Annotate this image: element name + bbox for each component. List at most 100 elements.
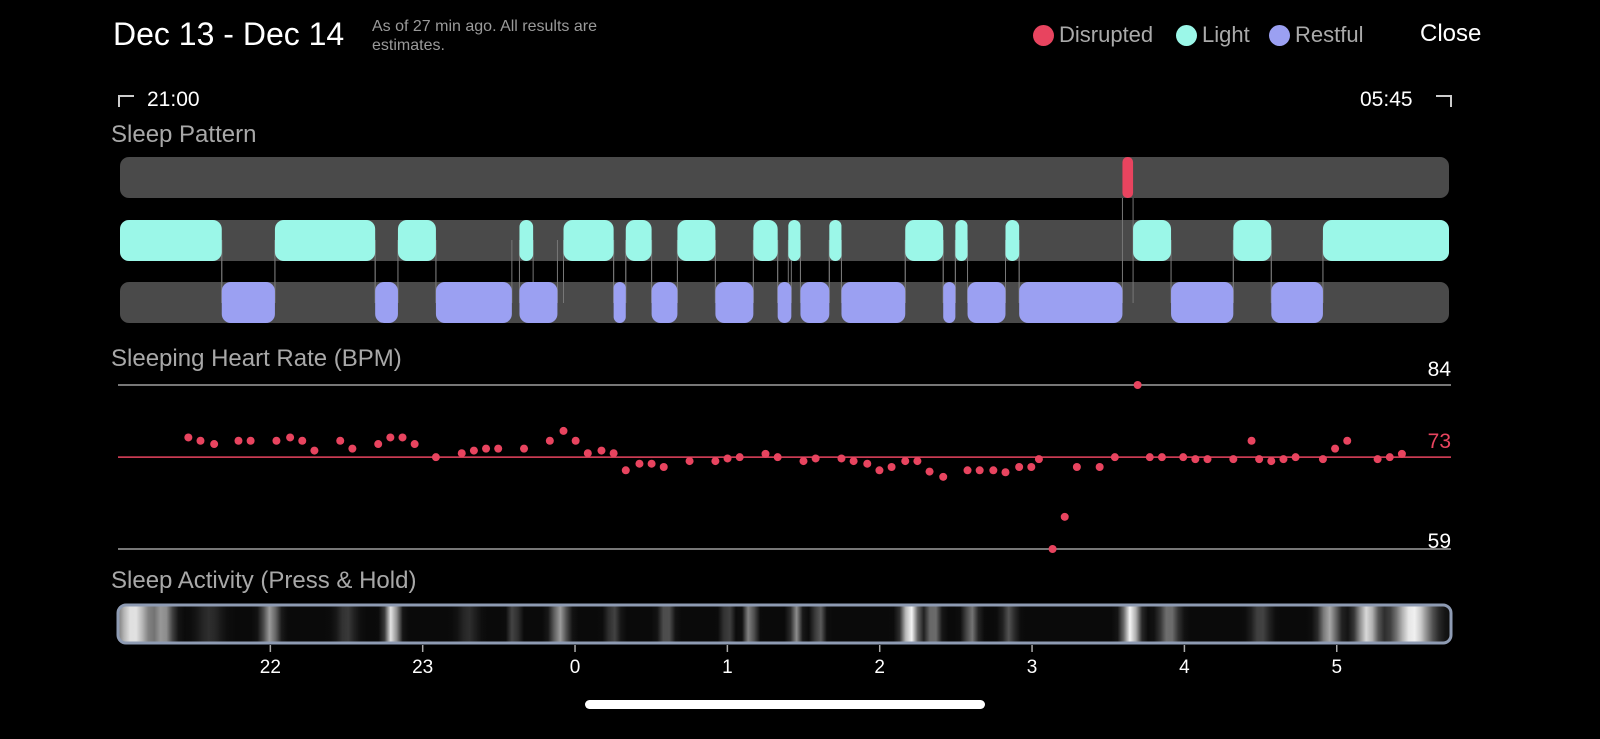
restful-segment [967,282,1006,323]
heart-rate-point [1095,463,1104,471]
restful-segment [800,282,830,323]
heart-rate-point [457,449,466,458]
axis-tick-label: 2 [874,657,885,678]
heart-rate-point [234,436,243,445]
heart-rate-point [711,457,720,466]
start-bracket-icon [118,95,134,107]
restful-segment [841,282,906,323]
heart-rate-point [1247,436,1256,445]
heart-rate-point [761,449,770,458]
legend-disrupted: Disrupted [1033,22,1153,48]
light-segment [905,220,944,261]
heart-rate-point [1060,512,1069,521]
heart-rate-point [1203,455,1212,464]
restful-segment [375,282,398,323]
restful-segment [943,282,956,323]
heart-rate-point [571,436,580,445]
heart-rate-point [469,446,478,455]
heart-rate-point [410,440,419,449]
light-segment [563,220,614,261]
heart-rate-point [210,440,219,449]
heart-rate-point [286,433,295,442]
axis-tick-label: 0 [570,657,581,678]
heart-rate-title: Sleeping Heart Rate (BPM) [111,345,402,372]
legend-restful: Restful [1269,22,1363,48]
heart-rate-point [1027,463,1036,471]
sleep-pattern-chart[interactable] [120,157,1449,323]
heart-rate-point [520,444,529,453]
axis-tick-label: 4 [1179,657,1190,678]
heart-rate-point [1255,455,1264,464]
home-indicator[interactable] [585,700,985,709]
heart-rate-point [1034,455,1043,464]
heart-rate-point [1110,453,1119,462]
light-dot-icon [1176,24,1197,46]
restful-segment [651,282,678,323]
heart-rate-point [685,457,694,466]
start-time: 21:00 [147,88,200,111]
heart-rate-point [398,433,407,442]
heart-rate-point [1048,545,1057,553]
sleep-activity-title: Sleep Activity (Press & Hold) [111,567,417,594]
heart-rate-point [849,457,858,466]
light-segment [519,220,534,261]
heart-rate-point [1157,453,1166,462]
min-value-label: 59 [1428,530,1451,553]
light-segment [677,220,716,261]
heart-rate-point [887,463,896,471]
time-axis: 22 23 0 1 2 3 4 5 [260,645,1342,678]
heart-rate-point [635,459,644,468]
legend-light-label: Light [1202,22,1250,47]
light-track [120,220,1449,261]
axis-tick-label: 3 [1027,657,1038,678]
axis-tick-label: 23 [412,657,433,678]
light-segment [397,220,436,261]
heart-rate-point [811,454,820,463]
heart-rate-point [494,444,503,453]
end-time: 05:45 [1360,88,1413,111]
close-button[interactable]: Close [1420,20,1482,47]
restful-segment [1171,282,1234,323]
restful-segment [1019,282,1123,323]
heart-rate-point [1373,455,1382,464]
heart-rate-point [1072,463,1081,471]
heart-rate-point [1267,457,1276,466]
heart-rate-point [659,463,668,471]
heart-rate-point [1385,453,1394,462]
end-bracket-icon [1436,95,1452,107]
date-range-title: Dec 13 - Dec 14 [113,16,345,52]
heart-rate-point [621,466,630,475]
heart-rate-point [1179,453,1188,462]
light-segment [625,220,652,261]
heart-rate-point [901,457,910,466]
estimate-note: As of 27 min ago. All results are estima… [372,18,597,54]
heart-rate-point [925,467,934,476]
heart-rate-point [196,436,205,445]
heart-rate-point [431,453,440,462]
disrupted-segment [1122,157,1134,198]
heart-rate-point [559,426,568,435]
heart-rate-point [246,436,255,445]
average-value-label: 73 [1428,430,1451,453]
axis-tick-label: 1 [722,657,733,678]
light-segment [753,220,778,261]
restful-segment [435,282,512,323]
restful-segment [1271,282,1323,323]
disrupted-dot-icon [1033,24,1054,46]
heart-rate-point [583,449,592,458]
heart-rate-chart[interactable]: 84 73 59 [118,358,1451,553]
legend-disrupted-label: Disrupted [1059,22,1154,47]
heart-rate-point [1343,436,1352,445]
disrupted-track [120,157,1449,198]
legend-restful-label: Restful [1295,22,1364,47]
heart-rate-point [310,446,319,455]
heart-rate-point [799,457,808,466]
heart-rate-point [975,466,984,475]
sleep-activity-chart[interactable] [116,603,1453,645]
axis-tick-label: 22 [260,657,281,678]
heart-rate-point [1145,453,1154,462]
light-segment [274,220,376,261]
max-value-label: 84 [1428,358,1452,381]
heart-rate-point [647,459,656,468]
heart-rate-point [1229,455,1238,464]
